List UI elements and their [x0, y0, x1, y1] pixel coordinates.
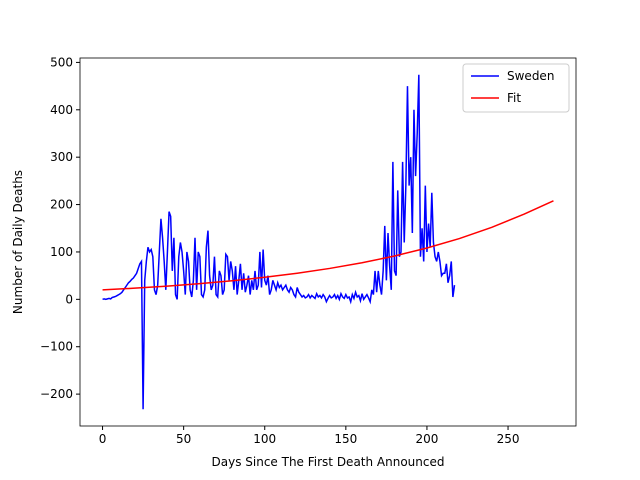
y-tick-label: 100 [50, 245, 73, 259]
series-line [102, 200, 554, 291]
y-axis-label: Number of Daily Deaths [11, 170, 25, 314]
y-tick-label: −200 [40, 387, 73, 401]
y-tick-label: 400 [50, 103, 73, 117]
y-tick-label: 300 [50, 150, 73, 164]
legend-label: Fit [507, 91, 521, 105]
x-axis-label: Days Since The First Death Announced [212, 455, 445, 469]
y-tick-label: 200 [50, 198, 73, 212]
x-tick-label: 250 [497, 432, 520, 446]
series-line [102, 74, 456, 410]
y-tick-label: −100 [40, 340, 73, 354]
x-tick-label: 0 [99, 432, 107, 446]
legend-label: Sweden [507, 69, 554, 83]
plot-frame [79, 57, 577, 427]
y-tick-label: 0 [65, 292, 73, 306]
x-tick-label: 150 [334, 432, 357, 446]
x-tick-label: 200 [415, 432, 438, 446]
x-tick-label: 50 [176, 432, 191, 446]
y-tick-label: 500 [50, 55, 73, 69]
x-tick-label: 100 [253, 432, 276, 446]
